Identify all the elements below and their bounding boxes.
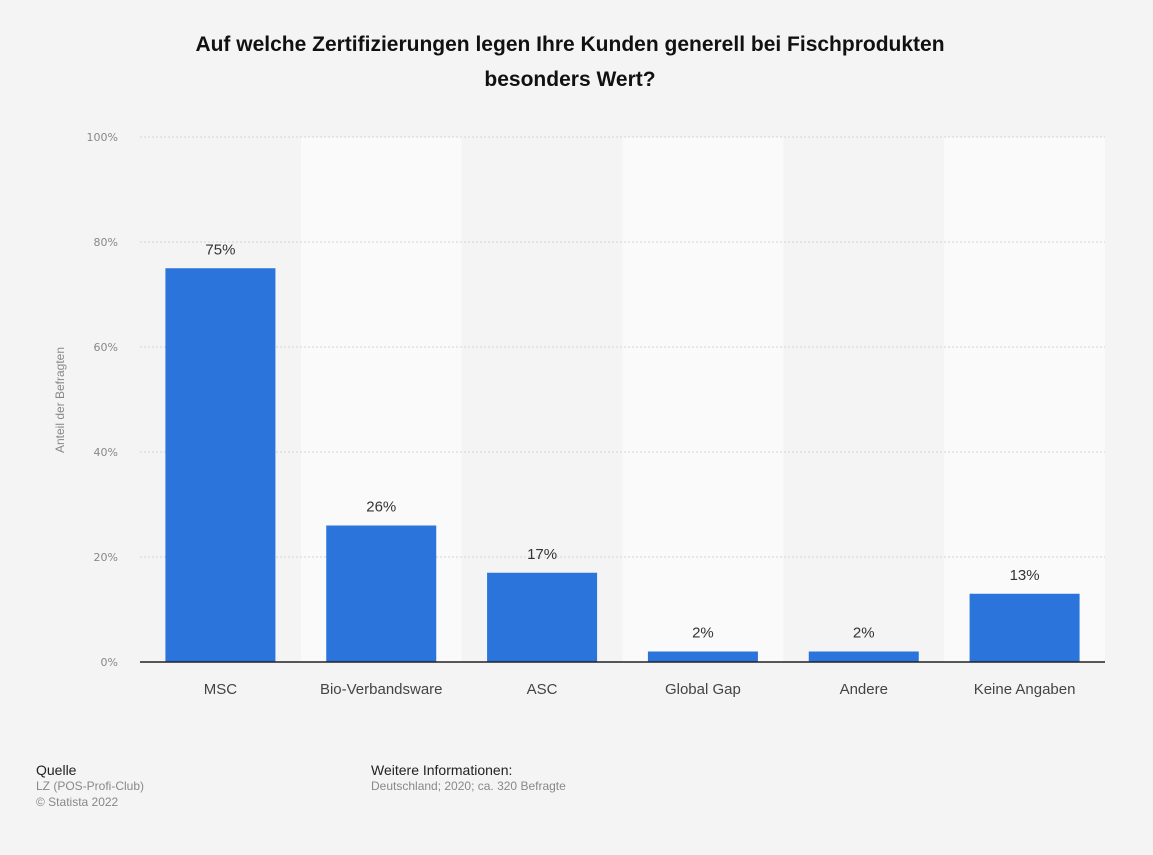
source-block: Quelle LZ (POS-Profi-Club) © Statista 20… (36, 762, 144, 810)
x-tick-label: Bio-Verbandsware (320, 681, 443, 698)
column-band (944, 137, 1105, 662)
bar-asc (487, 572, 598, 662)
y-tick-label: 40% (94, 446, 118, 459)
bar-keine-angaben (969, 593, 1080, 662)
y-axis-title: Anteil der Befragten (53, 347, 67, 453)
source-line-1: LZ (POS-Profi-Club) (36, 779, 145, 793)
chart-title-line-1: Auf welche Zertifizierungen legen Ihre K… (195, 33, 945, 56)
y-tick-label: 0% (101, 656, 118, 669)
source-line-2: © Statista 2022 (36, 795, 119, 809)
data-label: 75% (205, 241, 235, 258)
bar-chart: 0% 20% 40% 60% 80% 100% Anteil der Befragten 75… (53, 131, 1105, 698)
chart-title-line-2: besonders Wert? (484, 68, 656, 91)
data-label: 2% (853, 625, 875, 642)
y-tick-label: 60% (94, 341, 118, 354)
x-tick-label: Keine Angaben (974, 681, 1076, 698)
y-tick-label: 20% (94, 551, 118, 564)
info-block: Weitere Informationen: Deutschland; 2020… (371, 762, 566, 794)
info-heading: Weitere Informationen: (371, 762, 513, 778)
column-band (622, 137, 784, 662)
bar-andere (808, 651, 919, 662)
chart-title: Auf welche Zertifizierungen legen Ihre K… (120, 27, 1020, 97)
data-label: 17% (527, 546, 557, 563)
x-tick-label: Global Gap (665, 681, 741, 698)
y-tick-label: 100% (87, 131, 118, 144)
data-label: 13% (1010, 567, 1040, 584)
x-tick-label: Andere (840, 681, 888, 698)
bar-global-gap (647, 651, 758, 662)
bar-bio-verbandsware (326, 525, 437, 662)
data-label: 26% (366, 499, 396, 516)
bar-msc (165, 268, 276, 662)
source-heading: Quelle (36, 762, 77, 778)
x-tick-label: ASC (527, 681, 558, 698)
info-text: Deutschland; 2020; ca. 320 Befragte (371, 779, 566, 793)
x-tick-label: MSC (204, 681, 238, 698)
data-label: 2% (692, 625, 714, 642)
y-tick-label: 80% (94, 236, 118, 249)
